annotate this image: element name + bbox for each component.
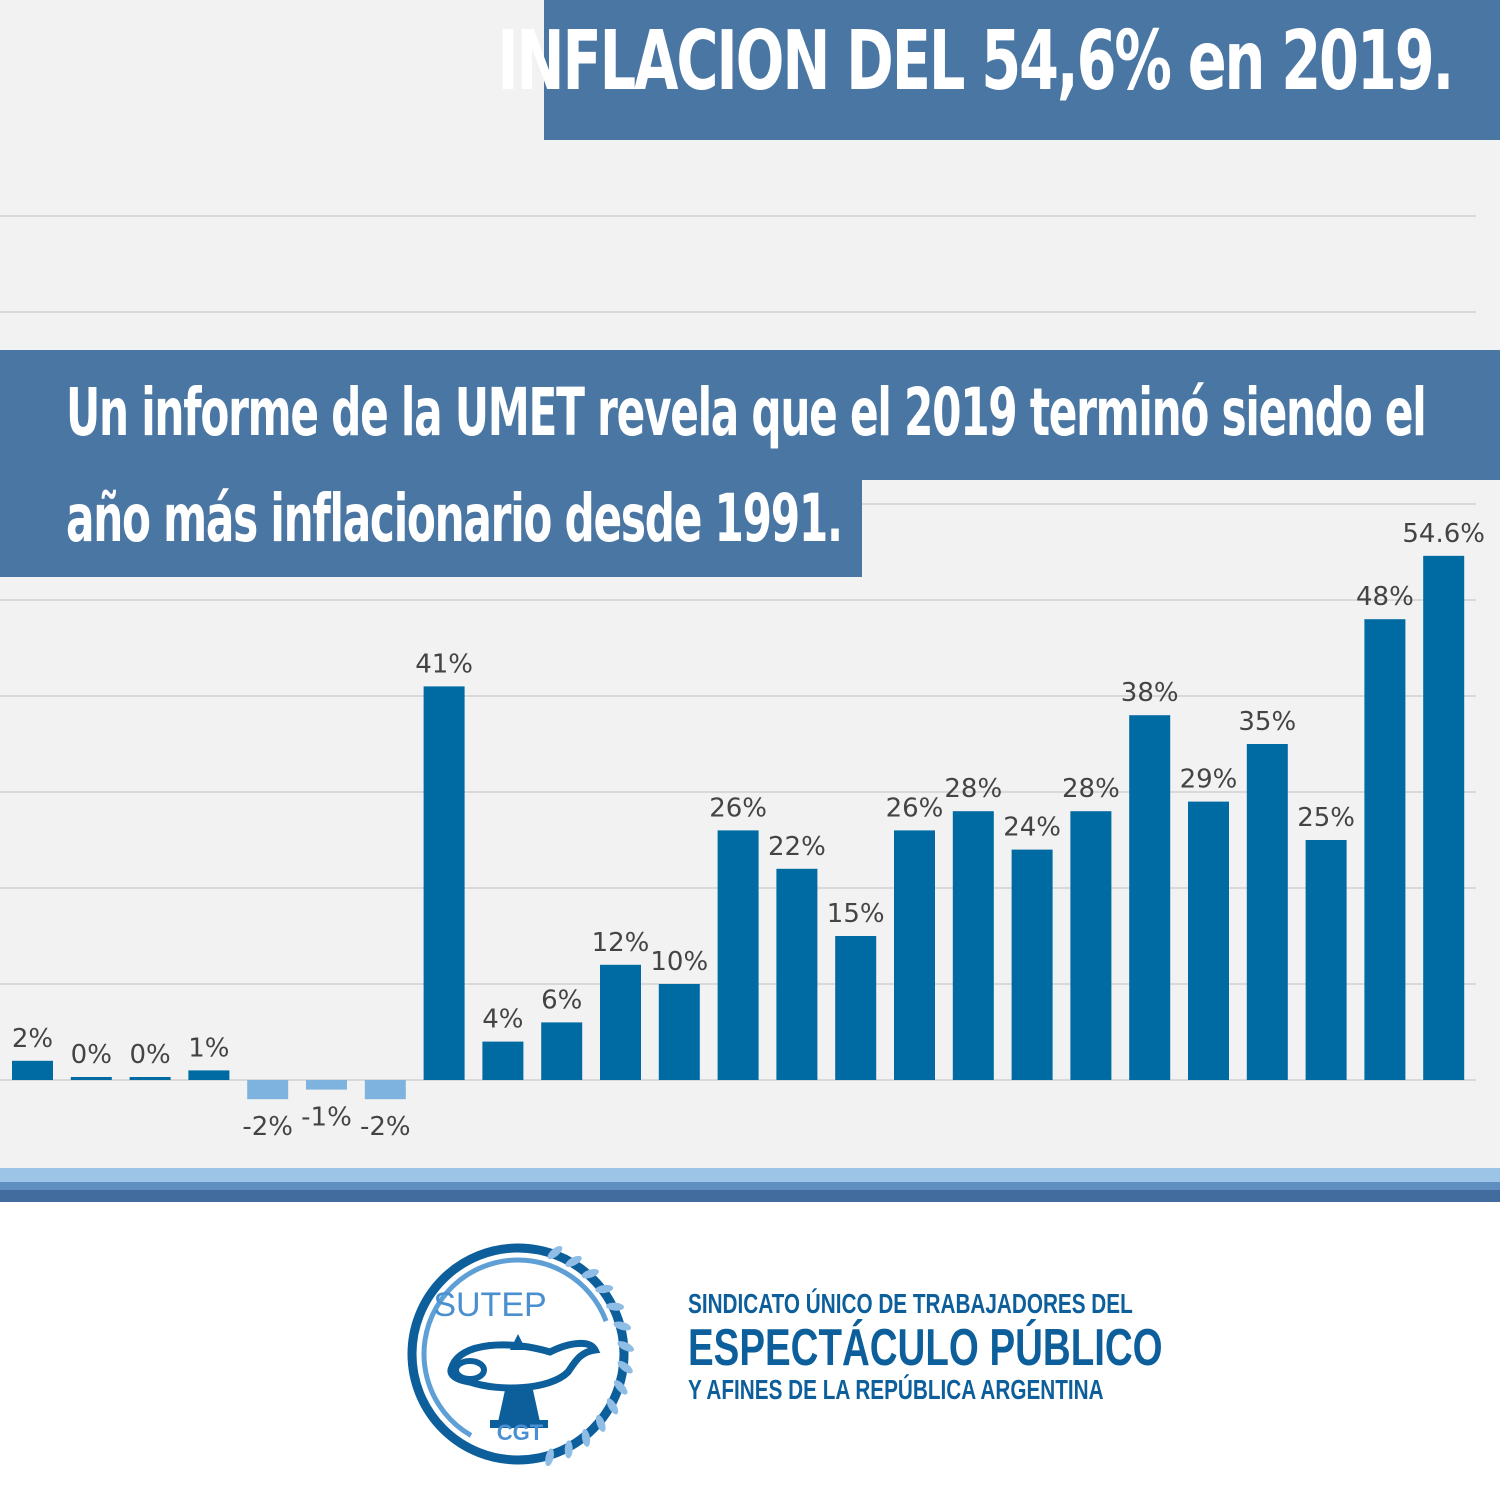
divider-stripe-light — [0, 1168, 1500, 1182]
laurel-leaf-icon — [564, 1440, 573, 1459]
data-label: 26% — [886, 793, 944, 823]
laurel-leaf-icon — [545, 1448, 554, 1467]
footer — [0, 1202, 1500, 1500]
data-label: 24% — [1003, 813, 1061, 843]
bar — [12, 1060, 53, 1080]
laurel-leaf-icon — [613, 1321, 632, 1331]
bar — [1070, 811, 1112, 1080]
bar — [364, 1080, 406, 1100]
bar — [1305, 840, 1347, 1080]
bar — [952, 811, 994, 1080]
bar — [717, 830, 759, 1080]
bar — [541, 1022, 583, 1080]
data-label: 35% — [1238, 707, 1296, 737]
data-label: 48% — [1356, 582, 1414, 612]
laurel-leaf-icon — [617, 1341, 635, 1352]
bar — [188, 1070, 230, 1080]
bar — [70, 1077, 112, 1080]
subtitle-banner-continued: año más inflacionario desde 1991. — [0, 480, 862, 577]
bar — [776, 868, 818, 1080]
laurel-leaf-icon — [617, 1360, 633, 1374]
laurel-leaf-icon — [565, 1255, 582, 1268]
laurel-leaf-icon — [547, 1245, 563, 1260]
bar — [247, 1080, 289, 1100]
bar — [1188, 801, 1229, 1080]
laurel-leaf-icon — [595, 1284, 614, 1294]
inflation-bar-chart: 2%0% 0% 1%-2% -1% -2%41%4%6%12%10%26%22%15%2… — [0, 215, 1485, 1142]
data-label: 22% — [768, 832, 826, 862]
data-label: 15% — [827, 899, 885, 929]
laurel-leaf-icon — [581, 1269, 599, 1279]
bar — [894, 830, 935, 1080]
chart-area: 2% 0% 0% 1% -2% -1% -2% 41% 4% 6% 12% 10% 26% 22% 15% 2… — [0, 215, 1486, 1143]
logo-top-text: SUTEP — [433, 1286, 546, 1324]
organization-line-1: SINDICATO ÚNICO DE TRABAJADORES DEL — [688, 1288, 1133, 1319]
data-label: 1% — [188, 1033, 229, 1063]
data-label: -1% — [301, 1103, 352, 1133]
subtitle-line-1: Un informe de la UMET revela que el 2019… — [66, 374, 1427, 451]
data-label: 38% — [1121, 678, 1179, 708]
bar — [306, 1080, 347, 1090]
bar — [423, 686, 465, 1080]
laurel-leaf-icon — [595, 1414, 606, 1432]
bar — [1246, 744, 1288, 1080]
data-label: -2% — [360, 1112, 411, 1142]
data-label: 41% — [415, 649, 473, 679]
logo-bottom-text: CGT — [497, 1420, 544, 1445]
data-label: 6% — [541, 985, 582, 1015]
bar — [1364, 619, 1406, 1080]
data-label: 29% — [1180, 765, 1238, 795]
laurel-leaf-icon — [606, 1398, 619, 1415]
subtitle-banner: Un informe de la UMET revela que el 2019… — [0, 350, 1500, 480]
sutep-logo: SUTEP CGT — [407, 1243, 635, 1467]
bar — [1011, 849, 1053, 1080]
data-label: 28% — [944, 774, 1002, 804]
data-label: 12% — [592, 928, 650, 958]
data-label: 10% — [650, 947, 708, 977]
subtitle-line-2: año más inflacionario desde 1991. — [66, 480, 843, 557]
data-label: 0% — [71, 1040, 112, 1070]
bar — [482, 1041, 524, 1080]
bar — [1129, 715, 1171, 1080]
bar — [600, 964, 641, 1080]
data-label: 0% — [129, 1040, 170, 1070]
bar — [129, 1077, 171, 1080]
laurel-leaf-icon — [613, 1380, 628, 1395]
page-title: INFLACION DEL 54,6% en 2019. — [497, 14, 1454, 109]
laurel-leaf-icon — [606, 1302, 625, 1311]
data-label: 26% — [709, 793, 767, 823]
organization-line-3: Y AFINES DE LA REPÚBLICA ARGENTINA — [688, 1374, 1104, 1405]
organization-line-2: ESPECTÁCULO PÚBLICO — [688, 1319, 1163, 1377]
data-label: 54.6% — [1402, 519, 1485, 549]
data-label: 25% — [1297, 803, 1355, 833]
organization-name: SINDICATO ÚNICO DE TRABAJADORES DEL ESPE… — [688, 1288, 1329, 1406]
data-label: 2% — [12, 1024, 53, 1054]
title-banner: INFLACION DEL 54,6% en 2019. — [497, 0, 1500, 140]
bar — [1423, 555, 1465, 1080]
divider-stripe-mid — [0, 1182, 1500, 1190]
divider-stripe-dark — [0, 1190, 1500, 1202]
laurel-leaf-icon — [581, 1429, 591, 1447]
oil-lamp-laurel-logo-icon — [407, 1243, 635, 1467]
data-label: 4% — [482, 1005, 523, 1035]
data-label: 28% — [1062, 774, 1120, 804]
bar — [658, 984, 700, 1080]
data-label: -2% — [242, 1112, 293, 1142]
bar — [835, 936, 877, 1080]
